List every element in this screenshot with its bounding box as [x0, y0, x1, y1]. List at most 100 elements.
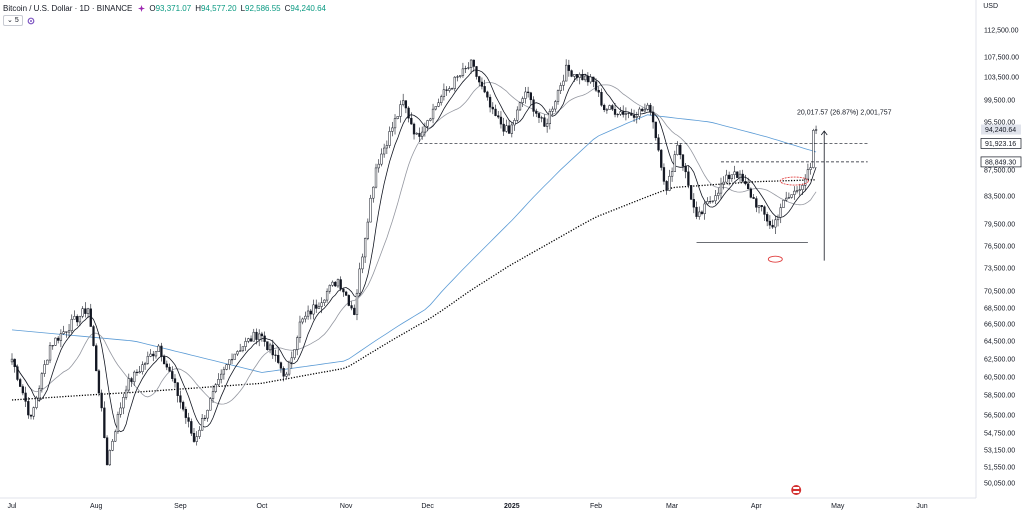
symbol-title[interactable]: Bitcoin / U.S. Dollar · 1D · BINANCE: [3, 3, 133, 13]
candle-body: [714, 195, 717, 202]
candle-body: [806, 169, 810, 180]
candle: [714, 189, 717, 205]
candle-body: [518, 102, 522, 111]
candle-body: [133, 371, 136, 383]
indicator-row: ⌄ 5: [3, 15, 35, 26]
candle: [260, 331, 264, 342]
candle: [133, 370, 136, 386]
candle: [247, 337, 250, 344]
indicator-toggle-button[interactable]: ⌄ 5: [3, 15, 23, 26]
candle: [662, 163, 666, 185]
candle: [456, 74, 459, 82]
candle: [787, 192, 791, 199]
candle-body: [738, 173, 742, 178]
candle: [673, 150, 676, 172]
candle: [228, 359, 231, 370]
candle-body: [13, 358, 16, 368]
candle: [551, 106, 554, 116]
candle-body: [752, 197, 755, 199]
candle-body: [790, 194, 793, 198]
candle-body: [537, 113, 541, 118]
price-label-current[interactable]: 94,240.64: [981, 124, 1021, 135]
candle: [16, 364, 19, 382]
candle: [86, 307, 90, 319]
settings-icon[interactable]: [27, 17, 35, 25]
candle-body: [135, 371, 139, 374]
candle-body: [776, 217, 780, 221]
candle: [225, 364, 228, 371]
candle: [806, 163, 810, 180]
candle-body: [494, 108, 497, 116]
candle-body: [774, 219, 777, 228]
candle-body: [440, 96, 443, 103]
price-label-line[interactable]: 91,923.16: [980, 138, 1022, 149]
candle-body: [801, 185, 804, 190]
candle: [630, 108, 633, 116]
candle-body: [162, 356, 166, 365]
candle: [301, 317, 304, 325]
candle-body: [347, 295, 350, 306]
candle-body: [306, 310, 310, 317]
flag-stripe: [793, 491, 800, 493]
candle-body: [804, 178, 807, 186]
candle: [230, 353, 234, 365]
candle: [518, 101, 522, 111]
candle-body: [290, 357, 293, 363]
candle: [355, 289, 359, 321]
candle-body: [298, 321, 302, 338]
currency-label[interactable]: USD: [983, 3, 998, 10]
candle: [268, 342, 272, 354]
candle-body: [600, 92, 603, 106]
candle-body: [222, 369, 226, 375]
candle: [328, 284, 331, 294]
candle: [222, 366, 226, 380]
candle: [700, 210, 704, 216]
candle-body: [768, 220, 772, 226]
candle-body: [124, 389, 128, 398]
candle-body: [499, 116, 503, 125]
candle: [73, 310, 76, 320]
candle-body: [478, 76, 481, 83]
candle: [703, 200, 706, 220]
candle-body: [244, 341, 247, 347]
candle-body: [638, 108, 641, 117]
candle: [676, 141, 679, 156]
candle: [708, 196, 712, 204]
candle-body: [198, 429, 201, 437]
price-tick-label: 50,050.00: [984, 481, 1015, 488]
time-axis[interactable]: Jul Aug Sep Oct Nov Dec 2025 Feb Mar Apr May Jun: [8, 485, 928, 510]
candle-body: [687, 171, 690, 186]
candle: [27, 397, 30, 419]
candle-body: [89, 308, 92, 327]
sparkle-icon[interactable]: [138, 4, 146, 12]
ohlc-high: H94,577.20: [195, 3, 237, 13]
candle-body: [78, 316, 82, 323]
price-axis[interactable]: 112,500.00 107,500.00 103,500.00 99,500.00 9…: [980, 28, 1022, 488]
event-flag-icon[interactable]: [791, 485, 802, 495]
candle: [423, 122, 427, 137]
candle-body: [798, 189, 801, 191]
candle: [516, 106, 519, 123]
candle: [374, 163, 378, 189]
candle-body: [279, 362, 283, 369]
candle: [339, 276, 342, 292]
candle-body: [146, 356, 149, 364]
candle-body: [393, 118, 397, 129]
candle: [377, 159, 380, 173]
price-label-line[interactable]: 88,849.30: [980, 156, 1022, 168]
candle: [317, 302, 321, 309]
candle: [779, 203, 782, 224]
candle: [203, 415, 207, 421]
candle-body: [127, 378, 130, 391]
candle: [657, 134, 660, 152]
candle: [795, 186, 799, 194]
candle-body: [453, 76, 456, 89]
candle: [486, 90, 489, 101]
candle: [304, 311, 307, 323]
candle: [608, 104, 611, 110]
candle-body: [171, 371, 174, 379]
candle-body: [540, 117, 543, 119]
candle: [529, 91, 532, 106]
